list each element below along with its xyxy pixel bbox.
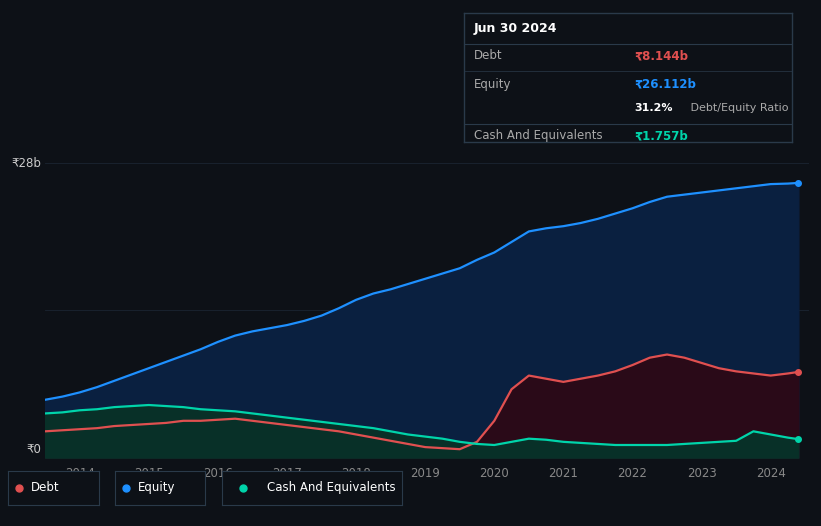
Text: Equity: Equity	[138, 481, 175, 494]
Text: Debt: Debt	[474, 49, 502, 62]
Text: ₹1.757b: ₹1.757b	[635, 129, 688, 142]
Text: Debt/Equity Ratio: Debt/Equity Ratio	[687, 103, 789, 114]
Text: ₹28b: ₹28b	[11, 157, 41, 169]
Text: ₹26.112b: ₹26.112b	[635, 77, 696, 90]
Text: ₹0: ₹0	[26, 443, 41, 456]
Text: Debt: Debt	[31, 481, 59, 494]
Text: Equity: Equity	[474, 77, 511, 90]
Text: ₹8.144b: ₹8.144b	[635, 49, 689, 62]
Text: Cash And Equivalents: Cash And Equivalents	[474, 129, 603, 142]
Text: 31.2%: 31.2%	[635, 103, 673, 114]
Text: Cash And Equivalents: Cash And Equivalents	[267, 481, 396, 494]
Text: Jun 30 2024: Jun 30 2024	[474, 22, 557, 35]
